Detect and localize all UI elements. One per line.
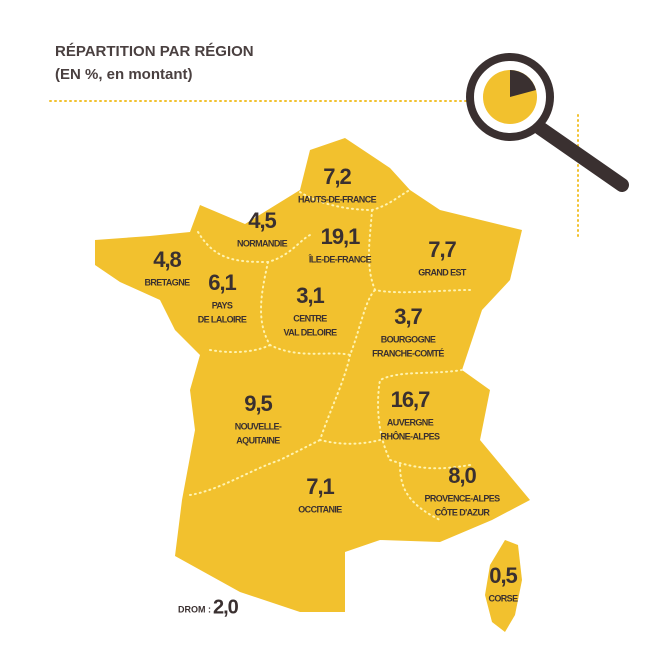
region-value: 4,8 bbox=[153, 247, 181, 272]
region-name: BOURGOGNE bbox=[381, 334, 436, 344]
region-value: 9,5 bbox=[244, 391, 272, 416]
region-name: VAL DELOIRE bbox=[283, 327, 337, 337]
region-value: 16,7 bbox=[391, 387, 431, 412]
region-value: 8,0 bbox=[448, 463, 476, 488]
region-name: PROVENCE-ALPES bbox=[424, 493, 500, 503]
region-name: NOUVELLE- bbox=[235, 421, 282, 431]
region-name: OCCITANIE bbox=[298, 504, 342, 514]
region-name: CORSE bbox=[488, 593, 518, 603]
region-name: FRANCHE-COMTÉ bbox=[372, 348, 444, 358]
region-value: 7,2 bbox=[323, 164, 351, 189]
region-value: 7,7 bbox=[428, 237, 456, 262]
region-name: PAYS bbox=[212, 300, 233, 310]
region-labels: 7,2 HAUTS-DE-FRANCE 4,5 NORMANDIE 19,1 ÎLE-DE… bbox=[144, 164, 518, 604]
region-name: ÎLE-DE-FRANCE bbox=[308, 253, 372, 264]
drom-label: DROM : bbox=[178, 604, 211, 614]
region-value: 4,5 bbox=[248, 208, 276, 233]
region-name: AQUITAINE bbox=[236, 435, 280, 445]
region-name: DE LALOIRE bbox=[198, 314, 247, 324]
title: RÉPARTITION PAR RÉGION bbox=[55, 43, 254, 60]
region-name: CÔTE D'AZUR bbox=[435, 506, 491, 517]
france-map bbox=[95, 138, 530, 632]
region-name: CENTRE bbox=[293, 313, 327, 323]
region-name: AUVERGNE bbox=[387, 417, 434, 427]
drom-value: 2,0 bbox=[213, 596, 239, 618]
subtitle: (EN %, en montant) bbox=[55, 66, 193, 83]
region-value: 0,5 bbox=[489, 563, 517, 588]
region-name: GRAND EST bbox=[418, 267, 467, 277]
region-value: 19,1 bbox=[321, 224, 361, 249]
region-name: RHÔNE-ALPES bbox=[381, 430, 441, 441]
region-value: 3,1 bbox=[296, 283, 324, 308]
region-name: NORMANDIE bbox=[237, 238, 288, 248]
region-value: 3,7 bbox=[394, 304, 422, 329]
region-name: HAUTS-DE-FRANCE bbox=[298, 194, 377, 204]
region-value: 6,1 bbox=[208, 270, 236, 295]
region-name: BRETAGNE bbox=[144, 277, 190, 287]
region-value: 7,1 bbox=[306, 474, 334, 499]
magnifier-icon bbox=[466, 53, 629, 192]
